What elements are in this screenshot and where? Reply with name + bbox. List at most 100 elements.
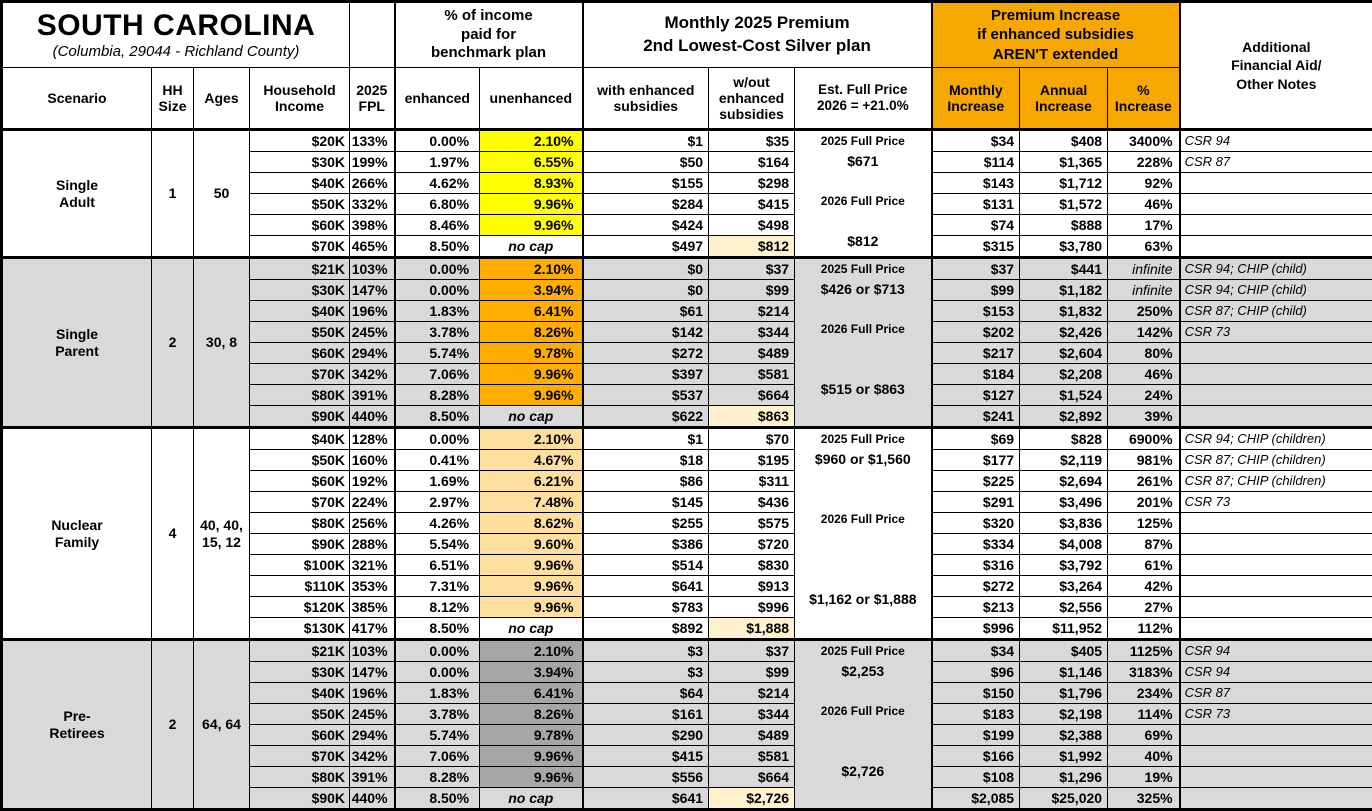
enhanced-pct-cell: 0.00% (395, 280, 480, 301)
without-subsidies-cell: $195 (709, 450, 795, 471)
annual-increase-cell: $1,796 (1020, 683, 1108, 704)
notes-cell: CSR 94; CHIP (child) (1180, 258, 1372, 280)
income-cell: $40K (250, 301, 350, 322)
fpl-cell: 465% (350, 236, 395, 258)
fpl-cell: 103% (350, 258, 395, 280)
enhanced-pct-cell: 1.83% (395, 683, 480, 704)
hh-size-cell: 2 (152, 640, 194, 810)
income-cell: $21K (250, 640, 350, 662)
income-cell: $90K (250, 788, 350, 810)
enhanced-pct-cell: 8.12% (395, 597, 480, 618)
with-subsidies-cell: $415 (583, 746, 709, 767)
full-price-line (795, 211, 931, 231)
pct-increase-cell: 981% (1108, 450, 1180, 471)
annual-increase-cell: $1,832 (1020, 301, 1108, 322)
full-price-line (795, 721, 931, 741)
without-subsidies-cell: $664 (709, 385, 795, 406)
fpl-cell: 224% (350, 492, 395, 513)
income-cell: $50K (250, 194, 350, 215)
without-subsidies-cell: $830 (709, 555, 795, 576)
annual-increase-cell: $1,572 (1020, 194, 1108, 215)
enhanced-pct-cell: 3.78% (395, 322, 480, 343)
notes-cell (1180, 194, 1372, 215)
with-subsidies-cell: $3 (583, 640, 709, 662)
unenhanced-pct-cell: 9.96% (480, 597, 583, 618)
header-spacer-cell (350, 2, 395, 68)
enhanced-pct-cell: 0.00% (395, 640, 480, 662)
enhanced-pct-cell: 7.06% (395, 746, 480, 767)
monthly-increase-cell: $183 (932, 704, 1020, 725)
fpl-cell: 288% (350, 534, 395, 555)
monthly-increase-cell: $166 (932, 746, 1020, 767)
enhanced-pct-cell: 0.00% (395, 258, 480, 280)
notes-cell: CSR 87 (1180, 152, 1372, 173)
annual-increase-cell: $405 (1020, 640, 1108, 662)
state-title: SOUTH CAROLINA (3, 10, 349, 42)
without-subsidies-cell: $498 (709, 215, 795, 236)
unenhanced-pct-cell: 2.10% (480, 640, 583, 662)
unenhanced-pct-cell: no cap (480, 788, 583, 810)
col-header-full-price: Est. Full Price 2026 = +21.0% (795, 68, 932, 130)
notes-cell (1180, 576, 1372, 597)
pct-increase-cell: 3400% (1108, 130, 1180, 152)
fpl-cell: 353% (350, 576, 395, 597)
notes-cell (1180, 343, 1372, 364)
unenhanced-pct-cell: 6.41% (480, 301, 583, 322)
full-price-line (795, 489, 931, 509)
notes-cell (1180, 364, 1372, 385)
full-price-line (795, 781, 931, 801)
income-cell: $40K (250, 173, 350, 194)
unenhanced-pct-cell: 6.55% (480, 152, 583, 173)
monthly-increase-cell: $114 (932, 152, 1020, 173)
full-price-line: 2026 Full Price (795, 701, 931, 721)
enhanced-pct-cell: 0.00% (395, 428, 480, 450)
notes-cell: CSR 87; CHIP (children) (1180, 471, 1372, 492)
without-subsidies-cell: $35 (709, 130, 795, 152)
monthly-increase-cell: $69 (932, 428, 1020, 450)
unenhanced-pct-cell: 9.96% (480, 576, 583, 597)
monthly-increase-cell: $143 (932, 173, 1020, 194)
pct-increase-cell: 3183% (1108, 662, 1180, 683)
col-header-scenario: Scenario (2, 68, 152, 130)
without-subsidies-cell: $99 (709, 662, 795, 683)
fpl-cell: 196% (350, 301, 395, 322)
full-price-line (795, 529, 931, 549)
unenhanced-pct-cell: 6.41% (480, 683, 583, 704)
ages-cell: 30, 8 (194, 258, 250, 428)
annual-increase-cell: $3,496 (1020, 492, 1108, 513)
monthly-increase-cell: $316 (932, 555, 1020, 576)
notes-cell: CSR 94 (1180, 662, 1372, 683)
pct-increase-cell: 69% (1108, 725, 1180, 746)
income-cell: $20K (250, 130, 350, 152)
enhanced-pct-cell: 8.50% (395, 236, 480, 258)
col-header-without-subsidies: w/out enhanced subsidies (709, 68, 795, 130)
notes-cell: CSR 94; CHIP (children) (1180, 428, 1372, 450)
pct-increase-cell: 92% (1108, 173, 1180, 194)
annual-increase-cell: $2,119 (1020, 450, 1108, 471)
full-price-line (795, 549, 931, 569)
full-price-line (795, 399, 931, 419)
without-subsidies-cell: $575 (709, 513, 795, 534)
notes-cell (1180, 725, 1372, 746)
with-subsidies-cell: $783 (583, 597, 709, 618)
col-header-income: Household Income (250, 68, 350, 130)
fpl-cell: 294% (350, 725, 395, 746)
annual-increase-cell: $2,604 (1020, 343, 1108, 364)
full-price-line: 2025 Full Price (795, 131, 931, 151)
monthly-increase-cell: $272 (932, 576, 1020, 597)
monthly-increase-cell: $225 (932, 471, 1020, 492)
annual-increase-cell: $3,264 (1020, 576, 1108, 597)
annual-increase-cell: $11,952 (1020, 618, 1108, 640)
annual-increase-cell: $2,892 (1020, 406, 1108, 428)
with-subsidies-cell: $556 (583, 767, 709, 788)
with-subsidies-cell: $537 (583, 385, 709, 406)
full-price-line: 2025 Full Price (795, 259, 931, 279)
with-subsidies-cell: $290 (583, 725, 709, 746)
